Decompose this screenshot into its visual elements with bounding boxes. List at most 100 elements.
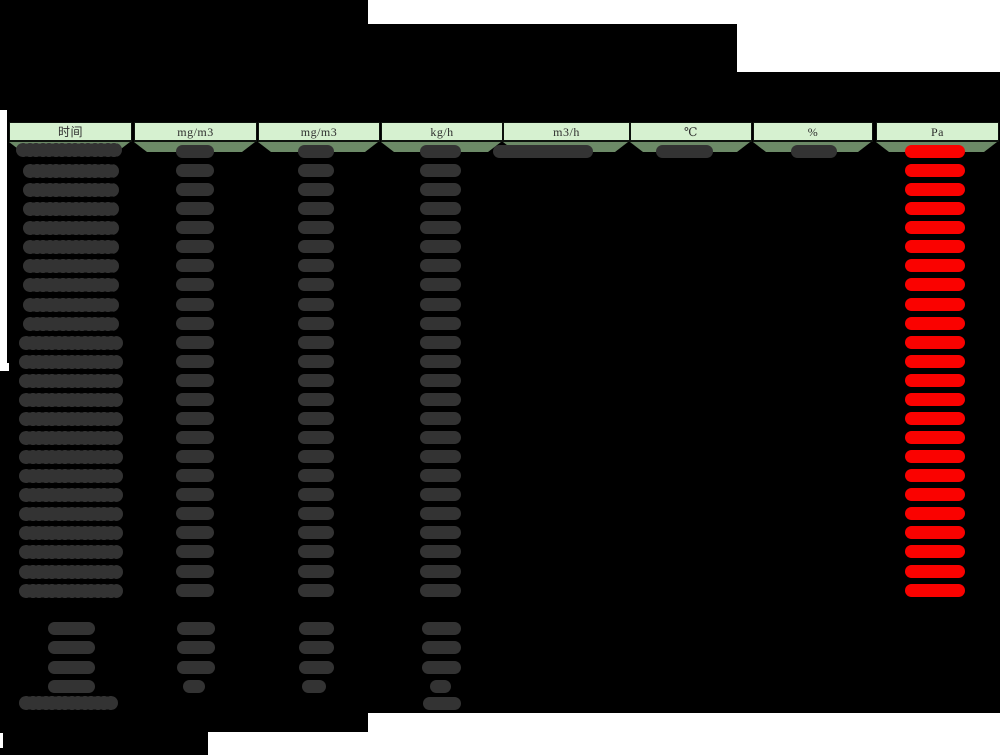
redacted-time-value [19,507,123,521]
redacted-pressure-value [905,412,965,425]
redacted-time-value [23,259,119,273]
redacted-conc1-value [176,431,214,444]
redacted-rate-value [422,641,461,654]
redacted-flow-value [493,145,593,158]
redacted-rate-value [420,317,461,330]
header-label-rate: kg/h [430,124,454,139]
redacted-conc2-value [298,431,334,444]
redacted-rate-value [420,164,461,177]
redacted-conc2-value [298,355,334,368]
redacted-conc2-value [298,183,334,196]
redacted-pressure-value [905,469,965,482]
redacted-conc1-value [176,374,214,387]
redacted-temp-value [656,145,713,158]
redacted-conc2-value [298,469,334,482]
redacted-rate-value [420,431,461,444]
header-label-humidity: % [807,124,819,139]
header-label-conc1: mg/m3 [177,124,214,139]
redacted-pressure-value [905,507,965,520]
redacted-pressure-value [905,317,965,330]
redacted-rate-value [420,259,461,272]
redacted-rate-value [420,145,461,158]
header-label-time: 时间 [57,124,83,139]
redacted-rate-value [420,221,461,234]
redacted-conc2-value [298,145,334,158]
redacted-rate-value [420,202,461,215]
redacted-conc2-value [298,565,334,578]
redacted-pressure-value [905,450,965,463]
redacted-conc1-value [176,450,214,463]
redacted-conc1-value [176,507,214,520]
redacted-conc1-value [176,298,214,311]
redacted-conc2-value [298,164,334,177]
redacted-conc2-value [298,374,334,387]
redacted-rate-value [420,298,461,311]
redacted-conc2-value [298,298,334,311]
redacted-summary-label [48,680,95,693]
redacted-pressure-value [905,431,965,444]
header-cell-time: 时间 [9,122,132,142]
redacted-time-value [23,298,119,312]
redacted-rate-value [420,278,461,291]
redacted-time-value [23,164,119,178]
redacted-conc1-value [176,488,214,501]
redacted-rate-value [420,584,461,597]
redacted-time-value [19,412,123,426]
white-region-top-right [737,0,1000,72]
redacted-rate-value [420,374,461,387]
redacted-conc2-value [298,317,334,330]
redacted-rate-value [420,565,461,578]
redacted-conc2-value [298,545,334,558]
redacted-pressure-value [905,221,965,234]
redacted-pressure-value [905,393,965,406]
redacted-time-value [19,584,123,598]
white-region-bottom-left-sliver [0,733,3,748]
redacted-conc2-value [298,584,334,597]
redacted-conc2-value [298,450,334,463]
redacted-conc1-value [176,336,214,349]
redacted-conc2-value [298,259,334,272]
white-region-left-strip [0,110,7,363]
redacted-pressure-value [905,545,965,558]
redacted-time-value [19,431,123,445]
redacted-conc2-value [302,680,326,693]
redacted-rate-value [420,507,461,520]
redacted-conc2-value [298,526,334,539]
redacted-conc2-value [298,221,334,234]
redacted-pressure-value [905,336,965,349]
redacted-conc1-value [176,221,214,234]
redacted-conc1-value [176,317,214,330]
redacted-time-value [19,374,123,388]
redacted-pressure-value [905,259,965,272]
redacted-pressure-value [905,145,965,158]
redacted-rate-value [422,661,461,674]
redacted-conc1-value [176,145,214,158]
redacted-time-value [16,143,122,157]
header-label-flow: m3/h [553,124,580,139]
redacted-pressure-value [905,298,965,311]
redacted-total-label [19,696,118,710]
redacted-conc1-value [176,469,214,482]
redacted-conc1-value [176,412,214,425]
redacted-summary-label [48,641,95,654]
redacted-pressure-value [905,488,965,501]
redacted-time-value [19,526,123,540]
redacted-summary-label [48,622,95,635]
redacted-pressure-value [905,202,965,215]
redacted-pressure-value [905,526,965,539]
redacted-pressure-value [905,183,965,196]
redacted-time-value [19,355,123,369]
redacted-humidity-value [791,145,837,158]
redacted-pressure-value [905,374,965,387]
redacted-rate-value [420,183,461,196]
redacted-conc1-value [176,278,214,291]
header-cell-humidity: % [753,122,873,142]
redacted-conc2-value [298,393,334,406]
white-region-bottom-right [368,713,1000,755]
redacted-conc1-value [176,545,214,558]
redacted-rate-value [420,240,461,253]
header-label-pressure: Pa [931,124,944,139]
white-region-bottom-middle [208,732,368,755]
redacted-time-value [19,336,123,350]
redacted-conc1-value [176,526,214,539]
